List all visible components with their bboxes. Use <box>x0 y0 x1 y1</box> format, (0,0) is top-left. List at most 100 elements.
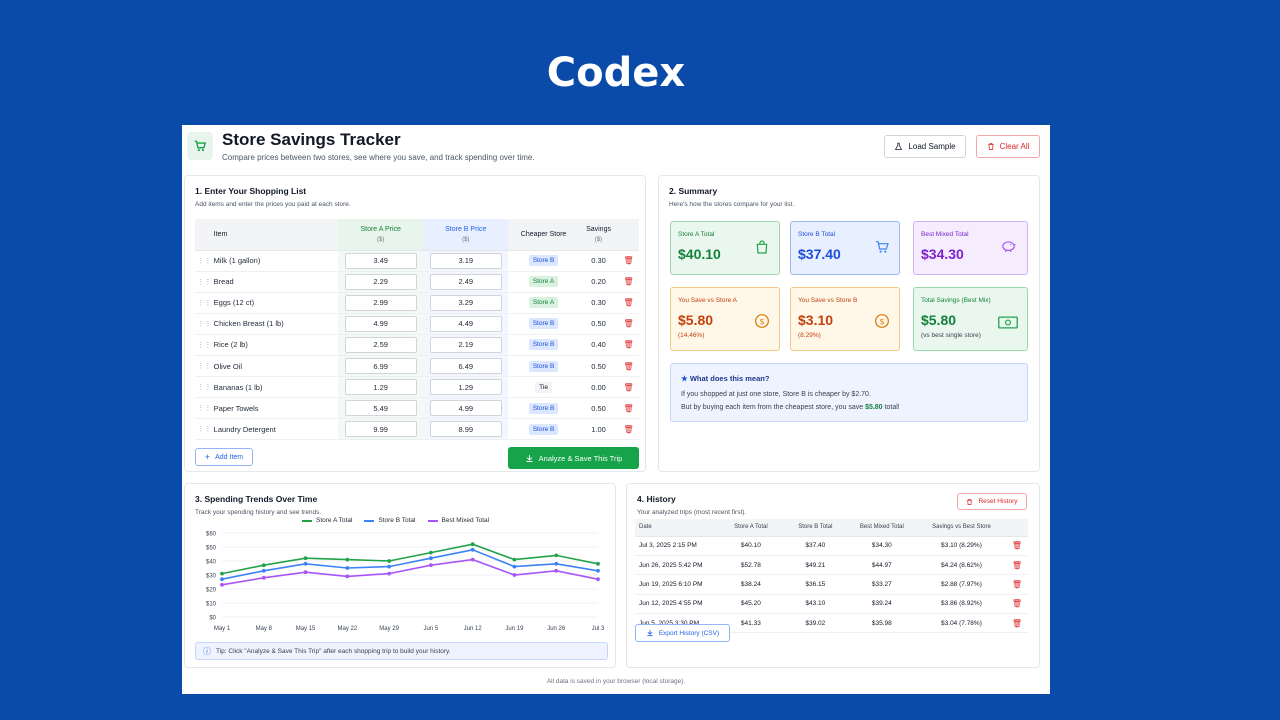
history-delete-header <box>1005 519 1028 537</box>
delete-item-button[interactable]: 🗑 <box>618 313 639 335</box>
reset-history-label: Reset History <box>978 498 1018 505</box>
legend-swatch <box>364 519 375 522</box>
store-b-price-input[interactable]: 6.49 <box>429 358 502 375</box>
delete-item-button[interactable]: 🗑 <box>618 355 639 378</box>
store-b-price-input[interactable]: 3.29 <box>429 294 502 311</box>
delete-history-button[interactable]: 🗑 <box>1005 555 1028 576</box>
cheaper-cell: Store B <box>508 355 579 378</box>
store-a-price-input[interactable]: 3.49 <box>344 252 417 269</box>
store-b-price-input[interactable]: 8.99 <box>429 421 502 438</box>
x-tick-label: May 22 <box>337 626 357 632</box>
delete-history-button[interactable]: 🗑 <box>1005 536 1028 556</box>
data-point <box>470 542 475 547</box>
card-label: Store B Total <box>798 231 836 238</box>
item-row: ⋮⋮ Milk (1 gallon) 3.49 3.19 Store B 0.30 🗑 <box>195 250 639 272</box>
analyze-save-label: Analyze & Save This Trip <box>538 453 623 463</box>
svg-text:$: $ <box>879 317 884 326</box>
drag-handle-icon[interactable]: ⋮⋮ <box>195 271 214 293</box>
item-row: ⋮⋮ Bananas (1 lb) 1.29 1.29 Tie 0.00 🗑 <box>195 376 639 399</box>
export-history-button[interactable]: Export History (CSV) <box>635 624 730 642</box>
card-label: Total Savings (Best Mix) <box>921 297 991 304</box>
reset-history-button[interactable]: Reset History <box>957 493 1027 510</box>
store-a-price-input[interactable]: 4.99 <box>344 315 417 332</box>
item-row: ⋮⋮ Paper Towels 5.49 4.99 Store B 0.50 🗑 <box>195 397 639 420</box>
cheaper-cell: Tie <box>508 376 579 399</box>
drag-handle-icon[interactable]: ⋮⋮ <box>195 292 214 314</box>
store-b-price-input[interactable]: 4.49 <box>429 315 502 332</box>
savings-value: 0.00 <box>578 376 619 399</box>
data-point <box>554 561 559 566</box>
delete-item-button[interactable]: 🗑 <box>618 292 639 314</box>
analyze-save-button[interactable]: Analyze & Save This Trip <box>508 447 639 469</box>
store-b-price-input[interactable]: 2.19 <box>429 336 502 353</box>
drag-handle-icon[interactable]: ⋮⋮ <box>195 418 214 441</box>
card-label: Store A Total <box>678 231 715 238</box>
history-row: Jun 26, 2025 5:42 PM $52.78 $49.21 $44.97 $4… <box>635 555 1028 576</box>
delete-item-button[interactable]: 🗑 <box>618 418 639 441</box>
store-b-price-input[interactable]: 4.99 <box>429 400 502 417</box>
history-store-b: $39.02 <box>784 613 847 634</box>
plus-icon: + <box>204 452 211 462</box>
store-a-price-input[interactable]: 9.99 <box>344 421 417 438</box>
delete-item-button[interactable]: 🗑 <box>618 334 639 356</box>
footer-note: All data is saved in your browser (local… <box>546 678 686 685</box>
drag-handle-icon[interactable]: ⋮⋮ <box>195 313 214 335</box>
store-a-price-input[interactable]: 6.99 <box>344 358 417 375</box>
store-a-price-input[interactable]: 2.29 <box>344 273 417 290</box>
data-point <box>470 547 475 552</box>
trash-icon: 🗑 <box>623 277 634 287</box>
delete-history-button[interactable]: 🗑 <box>1005 574 1028 595</box>
legend-item: Store B Total <box>364 517 416 524</box>
legend-label: Store B Total <box>378 517 416 524</box>
delete-history-button[interactable]: 🗑 <box>1005 594 1028 615</box>
store-a-price-input[interactable]: 2.59 <box>344 336 417 353</box>
delete-item-button[interactable]: 🗑 <box>618 376 639 399</box>
store-a-price-input[interactable]: 5.49 <box>344 400 417 417</box>
y-tick-label: $0 <box>209 616 216 622</box>
delete-history-button[interactable]: 🗑 <box>1005 613 1028 634</box>
cheaper-store-badge: Store B <box>528 402 559 414</box>
drag-handle-icon[interactable]: ⋮⋮ <box>195 397 214 420</box>
svg-text:$: $ <box>759 317 764 326</box>
history-savings: $4.24 (8.62%) <box>917 555 1006 576</box>
grip-header <box>195 219 214 251</box>
card-value: $3.10 <box>798 312 834 328</box>
load-sample-button[interactable]: Load Sample <box>884 135 966 158</box>
savings-value: 0.50 <box>578 355 619 378</box>
history-savings: $2.88 (7.97%) <box>917 574 1006 595</box>
data-point <box>220 582 224 587</box>
shopping-list-title: 1. Enter Your Shopping List <box>195 186 307 196</box>
drag-handle-icon[interactable]: ⋮⋮ <box>195 334 214 356</box>
data-point <box>261 575 266 580</box>
drag-handle-icon[interactable]: ⋮⋮ <box>195 376 214 399</box>
shopping-list-panel: 1. Enter Your Shopping List Add items an… <box>184 175 646 472</box>
store-a-cell: 2.59 <box>338 334 424 356</box>
savings-value: 0.50 <box>578 397 619 420</box>
history-store-a: $40.10 <box>717 536 785 556</box>
drag-handle-icon[interactable]: ⋮⋮ <box>195 250 214 272</box>
card-note: (8.29%) <box>798 332 821 339</box>
clear-all-button[interactable]: Clear All <box>976 135 1040 158</box>
drag-handle-icon[interactable]: ⋮⋮ <box>195 355 214 378</box>
item-name: Bananas (1 lb) <box>213 376 339 399</box>
star-icon: ★ <box>681 374 688 383</box>
x-tick-label: May 15 <box>296 626 316 632</box>
history-savings-header: Savings vs Best Store <box>917 519 1006 537</box>
y-tick-label: $20 <box>206 588 217 594</box>
cheaper-cell: Store B <box>508 334 579 356</box>
tip-text: Tip: Click "Analyze & Save This Trip" af… <box>216 647 451 655</box>
store-b-price-input[interactable]: 3.19 <box>429 252 502 269</box>
delete-item-button[interactable]: 🗑 <box>618 397 639 420</box>
delete-item-button[interactable]: 🗑 <box>618 250 639 272</box>
store-a-price-input[interactable]: 2.99 <box>344 294 417 311</box>
cheaper-cell: Store A <box>508 271 579 293</box>
trash-icon: 🗑 <box>623 382 634 392</box>
add-item-button[interactable]: + Add Item <box>195 448 253 466</box>
store-b-price-input[interactable]: 1.29 <box>429 379 502 396</box>
delete-item-button[interactable]: 🗑 <box>618 271 639 293</box>
store-b-price-input[interactable]: 2.49 <box>429 273 502 290</box>
app-title: Store Savings Tracker <box>222 130 401 149</box>
legend-swatch <box>427 519 438 522</box>
store-a-price-input[interactable]: 1.29 <box>344 379 417 396</box>
item-row: ⋮⋮ Bread 2.29 2.49 Store A 0.20 🗑 <box>195 271 639 293</box>
